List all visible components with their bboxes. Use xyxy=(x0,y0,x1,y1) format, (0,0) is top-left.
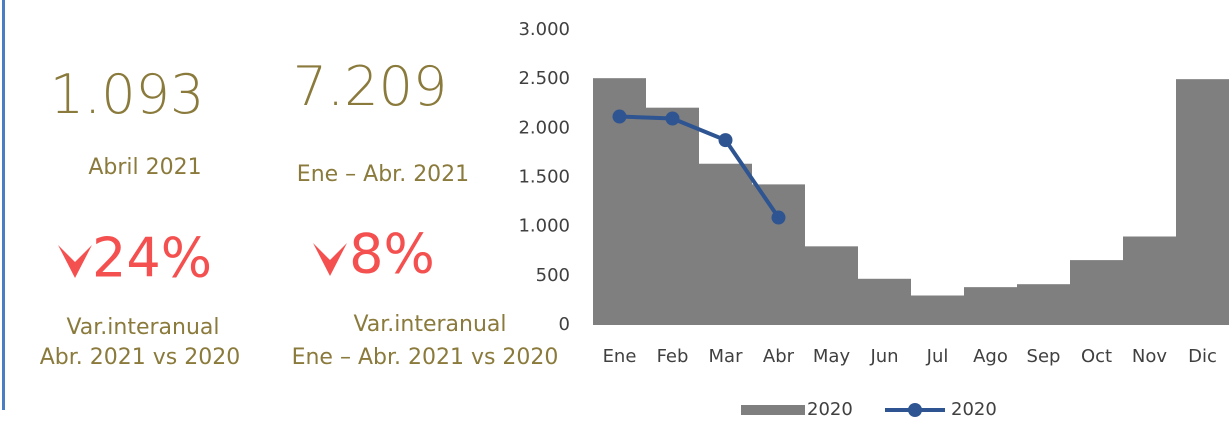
x-tick-label: Feb xyxy=(657,346,689,367)
bar xyxy=(964,287,1017,325)
kpi-change-label: Var.interanual xyxy=(66,315,219,340)
bar xyxy=(1176,79,1229,326)
kpi-period: Abril 2021 xyxy=(88,155,201,180)
x-tick-label: Nov xyxy=(1132,346,1167,367)
kpi-change-period: Ene – Abr. 2021 vs 2020 xyxy=(292,345,559,370)
kpi-value: 7.209 xyxy=(293,55,448,118)
x-tick-label: Ene xyxy=(603,346,637,367)
legend-swatch xyxy=(741,405,805,415)
line-marker xyxy=(612,109,627,124)
bar xyxy=(752,184,805,325)
bar xyxy=(1123,236,1176,325)
y-tick-label: 2.500 xyxy=(518,68,570,89)
bar xyxy=(858,278,911,325)
legend-label: 2020 xyxy=(807,399,853,420)
kpi-change: 8% xyxy=(349,223,435,286)
down-arrow xyxy=(58,245,92,278)
x-tick-label: Jul xyxy=(926,346,949,367)
kpi-change-label: Var.interanual xyxy=(353,312,506,337)
legend-label: 2020 xyxy=(951,399,997,420)
x-tick-label: Oct xyxy=(1081,346,1112,367)
bar xyxy=(1017,284,1070,325)
y-tick-label: 2.000 xyxy=(518,117,570,138)
x-tick-label: Abr xyxy=(763,346,795,367)
line-marker xyxy=(771,210,786,225)
y-tick-label: 1.000 xyxy=(518,216,570,237)
y-tick-label: 3.000 xyxy=(518,19,570,40)
accent-bar xyxy=(2,0,5,410)
bar xyxy=(699,163,752,325)
x-tick-label: May xyxy=(813,346,851,367)
down-arrow xyxy=(313,243,347,276)
x-tick-label: Sep xyxy=(1027,346,1061,367)
legend-swatch xyxy=(908,403,922,417)
bar xyxy=(805,246,858,325)
y-tick-label: 500 xyxy=(536,265,570,286)
bar xyxy=(1070,260,1123,325)
line-marker xyxy=(665,111,680,126)
bar xyxy=(911,295,964,325)
y-tick-label: 1.500 xyxy=(518,167,570,188)
line-marker xyxy=(718,133,733,148)
kpi-period: Ene – Abr. 2021 xyxy=(297,162,469,187)
chart: 0 500 1.000 1.500 2.000 2.500 3.000 Ene Feb Mar Ab… xyxy=(518,19,1229,420)
kpi-change: 24% xyxy=(92,227,212,290)
line xyxy=(619,114,781,219)
x-tick-label: Dic xyxy=(1188,346,1217,367)
x-tick-label: Ago xyxy=(973,346,1008,367)
kpi-value: 1.093 xyxy=(50,63,205,126)
x-tick-label: Jun xyxy=(869,346,898,367)
x-tick-label: Mar xyxy=(709,346,744,367)
kpi-change-period: Abr. 2021 vs 2020 xyxy=(40,345,240,370)
y-tick-label: 0 xyxy=(559,314,570,335)
bar xyxy=(646,107,699,325)
